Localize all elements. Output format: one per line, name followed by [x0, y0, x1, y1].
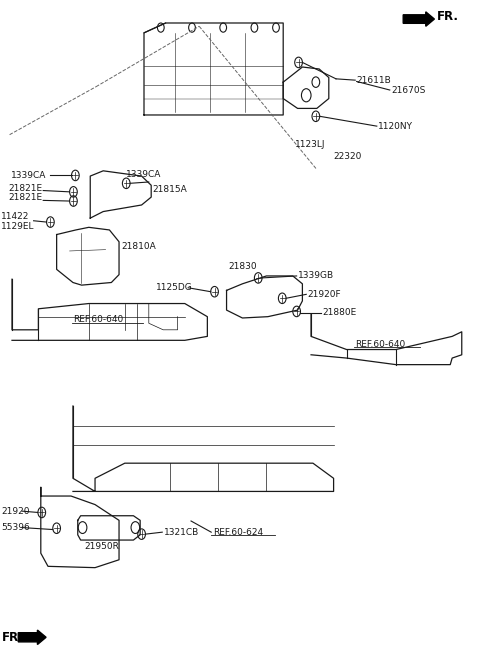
Text: 21810A: 21810A: [121, 242, 156, 251]
Text: 1339CA: 1339CA: [11, 171, 46, 180]
Text: 1125DG: 1125DG: [156, 283, 193, 292]
Text: FR.: FR.: [437, 10, 459, 23]
Text: 1120NY: 1120NY: [378, 122, 413, 131]
Text: 21920: 21920: [1, 507, 30, 516]
Text: REF.60-640: REF.60-640: [355, 340, 406, 349]
Text: REF.60-640: REF.60-640: [73, 315, 124, 325]
Text: 1129EL: 1129EL: [1, 221, 35, 231]
Text: 21830: 21830: [228, 262, 257, 271]
Text: FR.: FR.: [1, 631, 24, 644]
Text: 1339CA: 1339CA: [126, 170, 161, 179]
Text: 21880E: 21880E: [322, 308, 356, 317]
Text: 21670S: 21670S: [391, 86, 426, 95]
Text: 11422: 11422: [1, 212, 30, 221]
Text: 1339GB: 1339GB: [298, 271, 334, 281]
Text: 1123LJ: 1123LJ: [295, 140, 326, 149]
FancyArrow shape: [18, 630, 46, 645]
Text: 22320: 22320: [334, 152, 362, 161]
Text: 21821E: 21821E: [9, 193, 43, 202]
Text: 21611B: 21611B: [357, 76, 391, 85]
Text: 55396: 55396: [1, 523, 30, 532]
Text: 21821E: 21821E: [9, 184, 43, 193]
Text: 21950R: 21950R: [84, 542, 119, 551]
Text: 1321CB: 1321CB: [164, 528, 199, 537]
Text: 21920F: 21920F: [308, 290, 341, 299]
Text: 21815A: 21815A: [153, 185, 187, 194]
FancyArrow shape: [403, 12, 434, 26]
Text: REF.60-624: REF.60-624: [213, 528, 263, 537]
